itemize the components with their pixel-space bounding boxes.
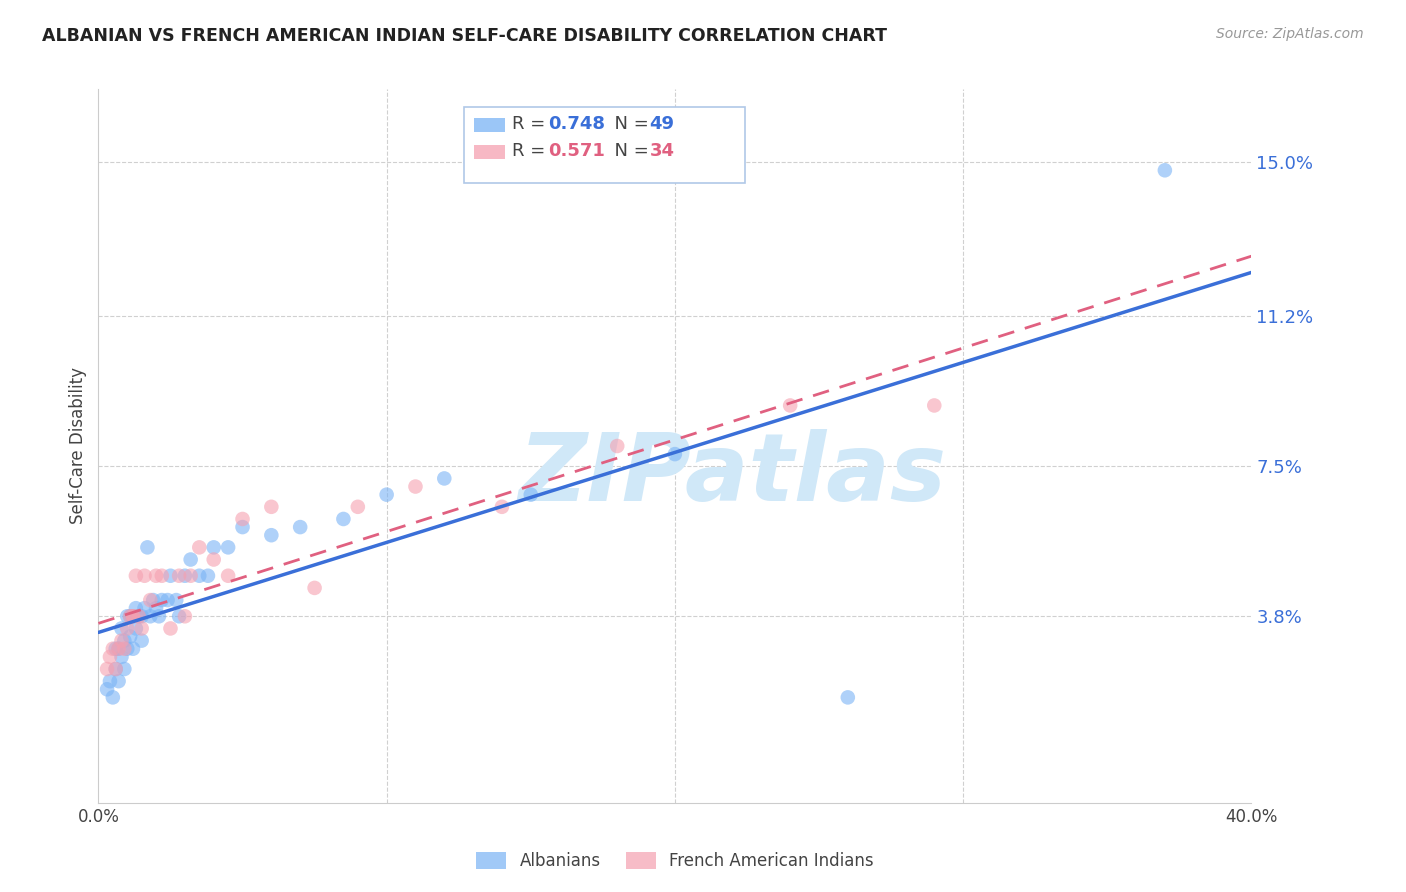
Point (107, 641, 129, 656)
Point (104, 662, 127, 676)
Point (290, 520, 312, 534)
Point (117, 622, 139, 636)
Text: 0.748: 0.748 (548, 115, 606, 133)
Point (405, 479, 427, 493)
Point (131, 609, 153, 624)
Point (260, 500, 283, 514)
Point (375, 488, 398, 502)
Point (125, 601, 148, 615)
Point (304, 581, 326, 595)
Point (150, 593, 173, 607)
Point (231, 512, 254, 526)
Point (491, 500, 513, 514)
Point (110, 622, 132, 636)
Point (145, 601, 167, 615)
Point (134, 568, 156, 582)
Point (101, 641, 124, 656)
Point (174, 609, 197, 624)
Point (139, 593, 162, 607)
Point (122, 609, 145, 624)
Point (128, 609, 150, 624)
Point (98, 674, 121, 689)
Text: R =: R = (512, 142, 551, 160)
Point (139, 609, 162, 624)
Point (159, 622, 181, 636)
Point (188, 541, 211, 555)
Point (606, 439, 628, 453)
Point (922, 399, 945, 413)
Point (131, 622, 153, 636)
Point (217, 568, 239, 582)
Point (202, 552, 225, 566)
Point (104, 641, 127, 656)
Point (188, 568, 211, 582)
Point (148, 609, 170, 624)
Point (779, 399, 801, 413)
Point (128, 609, 150, 624)
Point (174, 568, 197, 582)
Point (167, 609, 190, 624)
Point (96, 682, 118, 697)
Text: ALBANIAN VS FRENCH AMERICAN INDIAN SELF-CARE DISABILITY CORRELATION CHART: ALBANIAN VS FRENCH AMERICAN INDIAN SELF-… (42, 27, 887, 45)
Point (217, 541, 239, 555)
Point (131, 633, 153, 648)
Point (1153, 163, 1175, 178)
Point (260, 528, 283, 542)
Point (107, 674, 129, 689)
Point (104, 662, 127, 676)
Point (112, 662, 135, 676)
Point (125, 622, 148, 636)
Point (150, 568, 173, 582)
Point (346, 500, 368, 514)
Point (202, 541, 225, 555)
Point (107, 641, 129, 656)
Point (110, 649, 132, 664)
Point (136, 541, 159, 555)
Point (112, 633, 135, 648)
Point (332, 512, 354, 526)
Point (197, 568, 219, 582)
Point (167, 568, 190, 582)
Point (180, 568, 202, 582)
Point (120, 609, 142, 624)
Point (110, 633, 132, 648)
Point (112, 641, 135, 656)
Point (180, 552, 202, 566)
Point (125, 568, 148, 582)
Text: Source: ZipAtlas.com: Source: ZipAtlas.com (1216, 27, 1364, 41)
Point (145, 568, 167, 582)
Point (142, 593, 165, 607)
Text: 49: 49 (650, 115, 675, 133)
Text: N =: N = (603, 142, 655, 160)
Point (101, 690, 124, 705)
Text: 0.571: 0.571 (548, 142, 605, 160)
Text: R =: R = (512, 115, 551, 133)
Point (231, 520, 254, 534)
Point (156, 593, 179, 607)
Text: N =: N = (603, 115, 655, 133)
Point (837, 690, 859, 705)
Point (120, 609, 142, 624)
Legend: Albanians, French American Indians: Albanians, French American Indians (470, 845, 880, 877)
Point (520, 488, 543, 502)
Point (122, 609, 145, 624)
Point (117, 609, 139, 624)
Point (117, 641, 139, 656)
Point (134, 601, 156, 615)
Text: 34: 34 (650, 142, 675, 160)
Point (98, 649, 121, 664)
Point (120, 630, 142, 644)
Y-axis label: Self-Care Disability: Self-Care Disability (69, 368, 87, 524)
Text: ZIPatlas: ZIPatlas (519, 428, 946, 521)
Point (165, 593, 187, 607)
Point (122, 609, 145, 624)
Point (664, 447, 686, 461)
Point (159, 568, 181, 582)
Point (433, 471, 456, 485)
Point (122, 641, 145, 656)
Point (96, 662, 118, 676)
